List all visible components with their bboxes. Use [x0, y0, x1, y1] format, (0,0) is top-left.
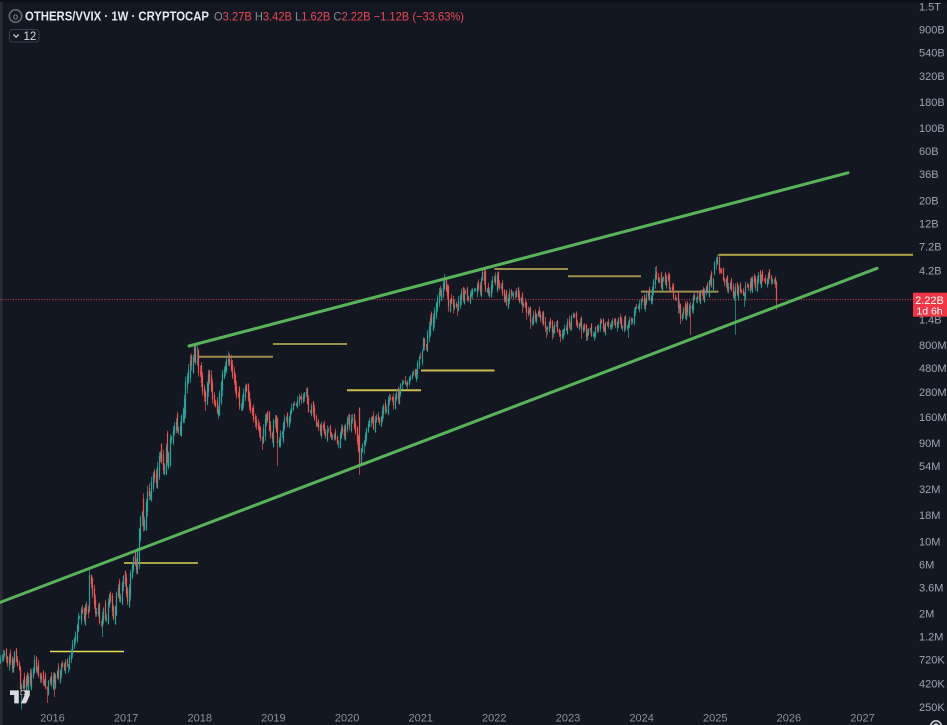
- svg-text:2025: 2025: [703, 713, 727, 725]
- svg-text:10M: 10M: [919, 536, 940, 548]
- svg-text:54M: 54M: [919, 461, 940, 473]
- svg-text:32M: 32M: [919, 484, 940, 496]
- svg-text:480M: 480M: [919, 363, 947, 375]
- svg-text:36B: 36B: [919, 169, 939, 181]
- svg-text:1d 6h: 1d 6h: [916, 306, 942, 318]
- svg-text:420K: 420K: [919, 679, 945, 691]
- svg-text:o: o: [13, 12, 18, 22]
- svg-text:7.2B: 7.2B: [919, 241, 942, 253]
- svg-text:2.22B: 2.22B: [915, 295, 944, 307]
- svg-text:12: 12: [24, 31, 37, 43]
- svg-text:2023: 2023: [556, 713, 580, 725]
- svg-text:1.2M: 1.2M: [919, 632, 943, 644]
- svg-text:320B: 320B: [919, 71, 945, 83]
- svg-text:800M: 800M: [919, 340, 947, 352]
- svg-text:90M: 90M: [919, 438, 940, 450]
- svg-text:900B: 900B: [919, 25, 945, 37]
- svg-text:3.6M: 3.6M: [919, 582, 943, 594]
- svg-text:OTHERS/VVIX · 1W · CRYPTOCAP: OTHERS/VVIX · 1W · CRYPTOCAP: [25, 8, 209, 23]
- svg-text:2024: 2024: [629, 713, 653, 725]
- svg-text:720K: 720K: [919, 655, 945, 667]
- svg-text:100B: 100B: [919, 123, 945, 135]
- svg-text:2020: 2020: [335, 713, 359, 725]
- svg-text:2021: 2021: [408, 713, 432, 725]
- svg-text:2022: 2022: [482, 713, 506, 725]
- svg-text:540B: 540B: [919, 48, 945, 60]
- svg-text:2019: 2019: [261, 713, 285, 725]
- svg-text:280M: 280M: [919, 387, 947, 399]
- svg-text:20B: 20B: [919, 195, 939, 207]
- svg-text:6M: 6M: [919, 559, 934, 571]
- svg-text:1.4B: 1.4B: [919, 315, 942, 327]
- svg-text:2027: 2027: [850, 713, 874, 725]
- svg-text:18M: 18M: [919, 510, 940, 522]
- svg-text:160M: 160M: [919, 412, 947, 424]
- svg-text:1.5T: 1.5T: [919, 2, 941, 14]
- svg-text:60B: 60B: [919, 146, 939, 158]
- svg-text:2017: 2017: [114, 713, 138, 725]
- svg-text:12B: 12B: [919, 218, 939, 230]
- svg-text:2018: 2018: [188, 713, 212, 725]
- svg-text:250K: 250K: [919, 702, 945, 714]
- svg-text:4.2B: 4.2B: [919, 265, 942, 277]
- svg-text:2016: 2016: [40, 713, 64, 725]
- svg-text:2026: 2026: [777, 713, 801, 725]
- svg-text:2M: 2M: [919, 609, 934, 621]
- svg-text:180B: 180B: [919, 97, 945, 109]
- svg-text:O3.27B H3.42B L1.62B C2.22B −1: O3.27B H3.42B L1.62B C2.22B −1.12B (−33.…: [214, 9, 464, 23]
